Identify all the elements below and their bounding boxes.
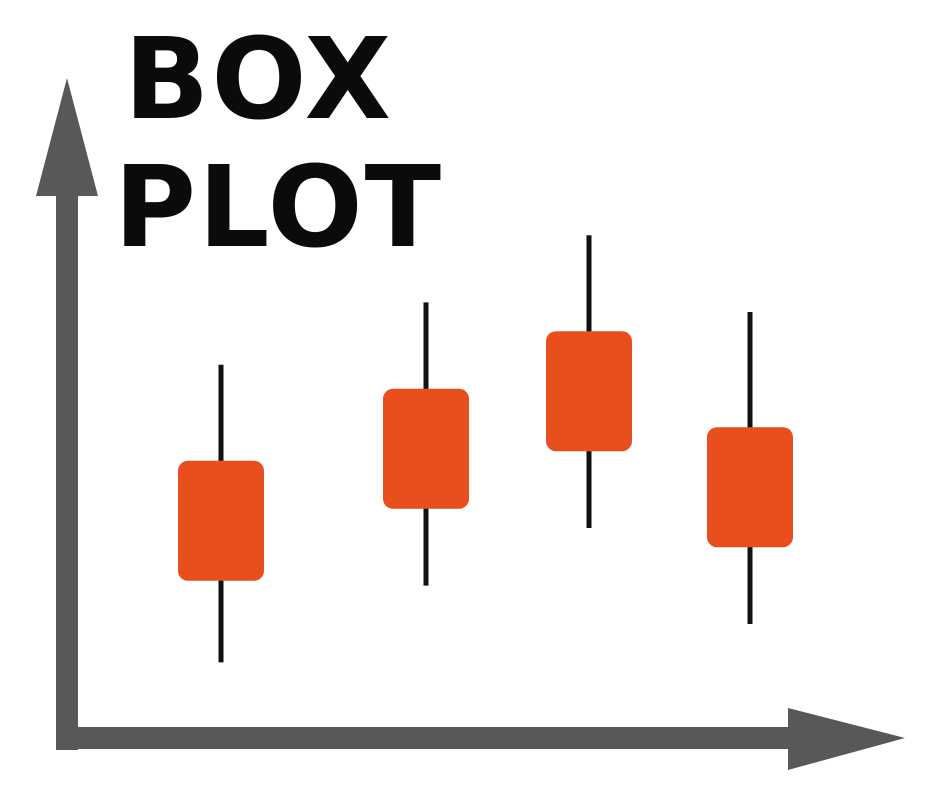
box-1: [178, 364, 264, 663]
box-2: [383, 302, 469, 586]
box-body-4: [707, 427, 793, 548]
chart-title-line-1: BOX: [124, 15, 393, 145]
x-axis-arrowhead: [788, 708, 905, 770]
axes: [36, 78, 905, 770]
box-3: [546, 235, 632, 528]
boxes-layer: [178, 235, 793, 663]
box-body-2: [383, 388, 469, 509]
box-4: [707, 312, 793, 624]
box-body-1: [178, 460, 264, 581]
y-axis-arrowhead: [36, 78, 98, 196]
chart-title-line-2: PLOT: [114, 143, 443, 273]
chart-title: BOX PLOT: [114, 15, 443, 273]
box-body-3: [546, 331, 632, 452]
